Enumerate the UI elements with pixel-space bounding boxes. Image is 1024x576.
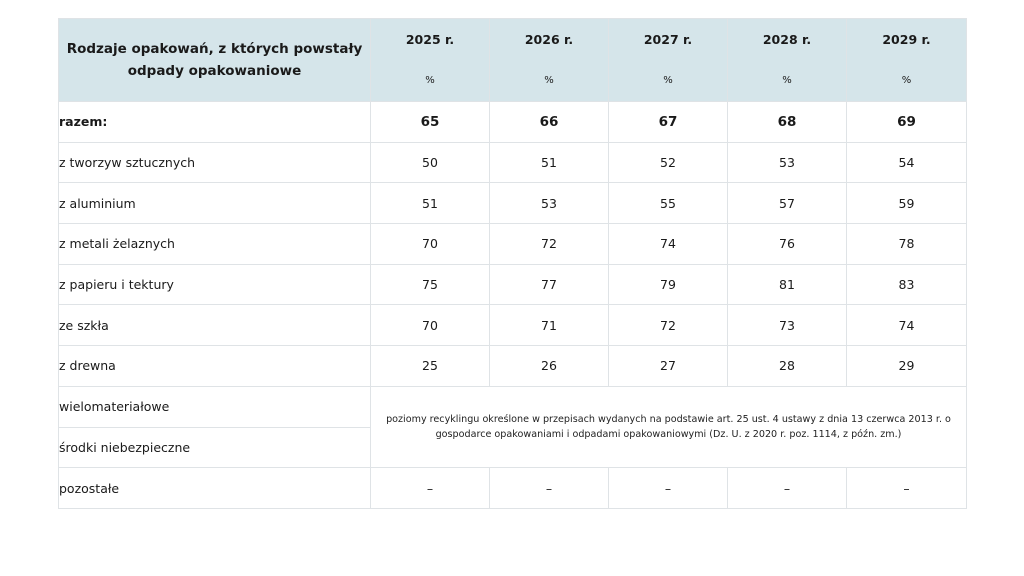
unit-label: %: [663, 75, 673, 86]
row-label: z drewna: [58, 345, 371, 387]
recycling-levels-table: Rodzaje opakowań, z których powstały odp…: [58, 18, 967, 509]
header-label: Rodzaje opakowań, z których powstały odp…: [58, 18, 371, 102]
table-row: z metali żelaznych 70 72 74 76 78: [58, 223, 967, 265]
year-label: 2026 r.: [524, 32, 574, 47]
cell-value: 52: [608, 141, 728, 184]
cell-value: 29: [846, 345, 967, 387]
cell-value: 51: [370, 182, 490, 225]
cell-value: 65: [370, 101, 490, 143]
cell-value: –: [846, 467, 967, 509]
cell-value: 72: [608, 304, 728, 347]
row-label: środki niebezpieczne: [58, 426, 371, 469]
header-year-2025: 2025 r.%: [370, 18, 490, 102]
header-year-2029: 2029 r.%: [846, 18, 967, 102]
row-label: z metali żelaznych: [58, 223, 371, 265]
cell-value: 27: [608, 345, 728, 387]
table-row: ze szkła 70 71 72 73 74: [58, 304, 967, 347]
recycling-note: poziomy recyklingu określone w przepisac…: [370, 385, 967, 469]
header-year-2028: 2028 r.%: [727, 18, 847, 102]
year-label: 2025 r.: [405, 32, 455, 47]
unit-label: %: [544, 75, 554, 86]
row-label: ze szkła: [58, 304, 371, 347]
cell-value: 72: [489, 223, 609, 265]
year-label: 2029 r.: [882, 32, 931, 47]
cell-value: 76: [727, 223, 847, 265]
table-row-other: pozostałe – – – – –: [58, 467, 967, 509]
cell-value: 77: [489, 263, 609, 306]
cell-value: 81: [727, 263, 847, 306]
table-row: z tworzyw sztucznych 50 51 52 53 54: [58, 141, 967, 184]
table-row: z papieru i tektury 75 77 79 81 83: [58, 263, 967, 306]
cell-value: 69: [846, 101, 967, 143]
cell-value: 74: [846, 304, 967, 347]
cell-value: 78: [846, 223, 967, 265]
cell-value: 51: [489, 141, 609, 184]
cell-value: 57: [727, 182, 847, 225]
cell-value: –: [727, 467, 847, 509]
year-label: 2027 r.: [643, 32, 693, 47]
row-label: wielomateriałowe: [58, 385, 371, 428]
table-row-total: razem: 65 66 67 68 69: [58, 101, 967, 143]
cell-value: –: [608, 467, 728, 509]
cell-value: –: [489, 467, 609, 509]
row-label: pozostałe: [58, 467, 371, 509]
cell-value: 73: [727, 304, 847, 347]
cell-value: 68: [727, 101, 847, 143]
cell-value: 54: [846, 141, 967, 184]
cell-value: 53: [727, 141, 847, 184]
unit-label: %: [901, 75, 912, 86]
table-row: z aluminium 51 53 55 57 59: [58, 182, 967, 225]
cell-value: 28: [727, 345, 847, 387]
row-label: z papieru i tektury: [58, 263, 371, 306]
row-label: razem:: [58, 101, 371, 143]
cell-value: 50: [370, 141, 490, 184]
cell-value: 66: [489, 101, 609, 143]
cell-value: 53: [489, 182, 609, 225]
unit-label: %: [782, 75, 792, 86]
unit-label: %: [425, 75, 435, 86]
cell-value: 79: [608, 263, 728, 306]
header-year-2027: 2027 r.%: [608, 18, 728, 102]
cell-value: –: [370, 467, 490, 509]
cell-value: 70: [370, 304, 490, 347]
row-label: z tworzyw sztucznych: [58, 141, 371, 184]
cell-value: 71: [489, 304, 609, 347]
cell-value: 67: [608, 101, 728, 143]
cell-value: 70: [370, 223, 490, 265]
table-row: z drewna 25 26 27 28 29: [58, 345, 967, 387]
cell-value: 75: [370, 263, 490, 306]
header-year-2026: 2026 r.%: [489, 18, 609, 102]
table-row-special: wielomateriałowe poziomy recyklingu okre…: [58, 385, 967, 469]
row-label: z aluminium: [58, 182, 371, 225]
cell-value: 26: [489, 345, 609, 387]
cell-value: 55: [608, 182, 728, 225]
table-row-special: środki niebezpieczne: [58, 426, 967, 469]
year-label: 2028 r.: [762, 32, 812, 47]
header-row: Rodzaje opakowań, z których powstały odp…: [58, 18, 967, 102]
cell-value: 59: [846, 182, 967, 225]
cell-value: 25: [370, 345, 490, 387]
cell-value: 83: [846, 263, 967, 306]
cell-value: 74: [608, 223, 728, 265]
